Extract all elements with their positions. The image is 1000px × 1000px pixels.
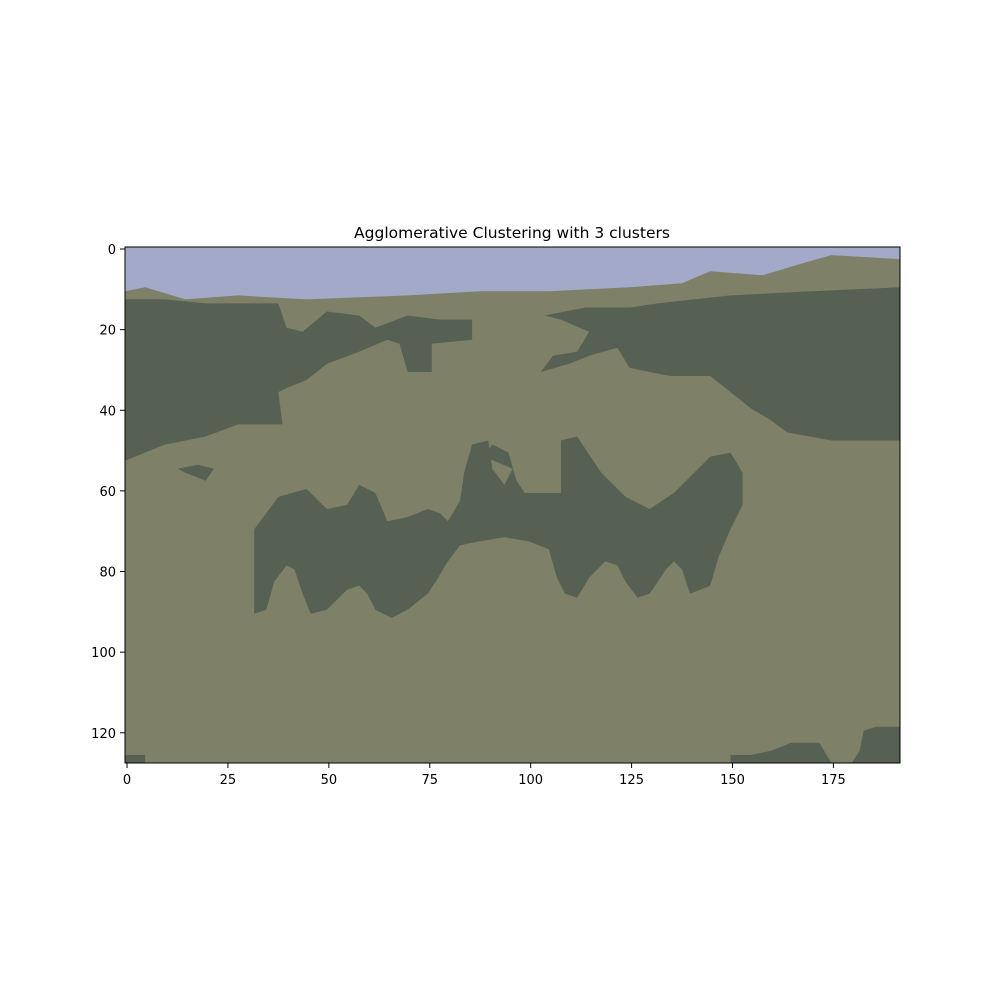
cluster-region-dark-1: [125, 299, 473, 461]
x-tick-label: 25: [220, 773, 237, 788]
cluster-region-dark-6: [730, 742, 832, 763]
y-tick-label: 0: [108, 243, 116, 258]
x-tick-label: 50: [321, 773, 338, 788]
plot-area: [124, 246, 901, 764]
x-tick-label: 100: [518, 773, 543, 788]
cluster-region-dark-2: [540, 287, 900, 441]
x-axis: 0 25 50 75 100 125 150 175: [123, 763, 846, 788]
cluster-region-dark-4: [254, 436, 743, 618]
y-tick-label: 20: [99, 324, 116, 339]
y-tick-label: 60: [99, 485, 116, 500]
cluster-region-sky-0: [125, 247, 900, 300]
cluster-region-dark-3: [177, 464, 214, 481]
cluster-region-dark-5: [125, 754, 146, 763]
y-axis: 0 20 40 60 80 100 120: [91, 243, 125, 742]
y-tick-label: 40: [99, 404, 116, 419]
y-tick-label: 100: [91, 646, 116, 661]
x-tick-label: 175: [821, 773, 846, 788]
x-tick-label: 150: [720, 773, 745, 788]
x-tick-label: 75: [421, 773, 438, 788]
x-tick-label: 125: [619, 773, 644, 788]
y-tick-label: 120: [91, 727, 116, 742]
x-tick-label: 0: [123, 773, 131, 788]
y-tick-label: 80: [99, 566, 116, 581]
cluster-region-dark-7: [851, 726, 900, 763]
chart-title: Agglomerative Clustering with 3 clusters: [354, 224, 670, 242]
axes-frame: [124, 246, 901, 764]
